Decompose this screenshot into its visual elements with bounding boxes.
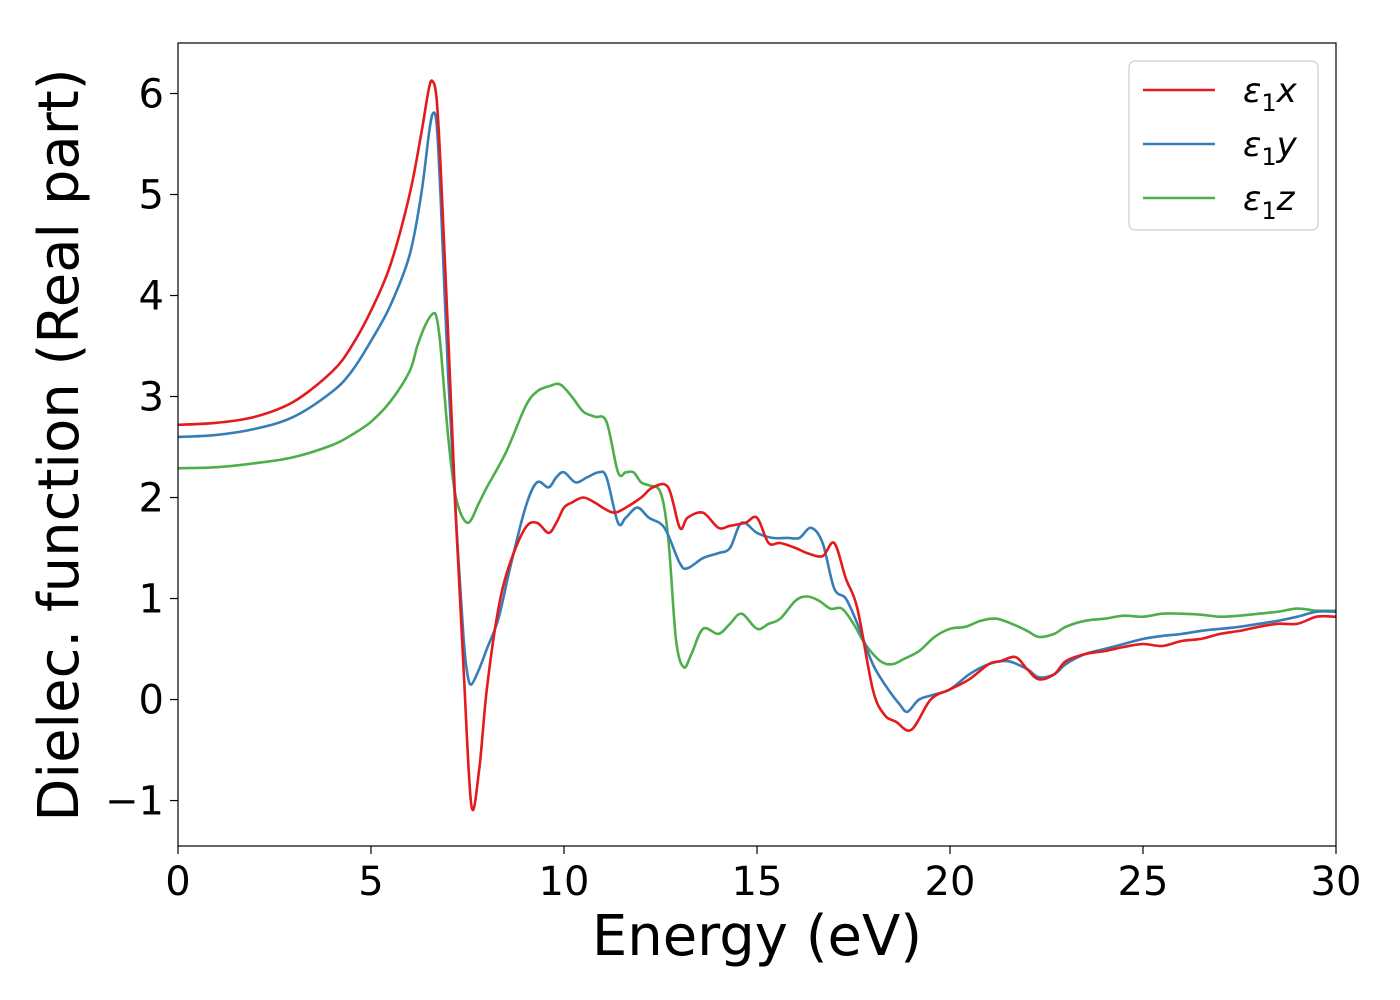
y-tick-label: −1 — [105, 779, 164, 825]
x-tick-label: 5 — [358, 859, 383, 905]
y-tick-label: 1 — [139, 577, 164, 623]
legend-box — [1128, 60, 1319, 231]
y-tick-label: 5 — [139, 173, 164, 219]
x-axis-title: Energy (eV) — [592, 904, 922, 969]
x-tick-label: 25 — [1118, 859, 1169, 905]
y-tick-label: 3 — [139, 375, 164, 421]
y-tick-label: 4 — [139, 274, 164, 320]
x-tick-label: 20 — [925, 859, 976, 905]
y-axis-title: Dielec. function (Real part) — [27, 68, 92, 821]
x-tick-label: 15 — [732, 859, 783, 905]
x-tick-label: 0 — [165, 859, 190, 905]
legend-label-y: ε1y — [1243, 125, 1298, 171]
x-axis: 0 5 10 15 20 25 30 — [165, 846, 1361, 905]
y-tick-label: 2 — [139, 476, 164, 522]
series-line-z — [178, 311, 1336, 669]
x-tick-label: 30 — [1311, 859, 1362, 905]
y-tick-label: 6 — [139, 72, 164, 118]
x-tick-label: 10 — [539, 859, 590, 905]
y-tick-label: 0 — [139, 678, 164, 724]
legend-label-z: ε1z — [1243, 179, 1296, 225]
y-axis: −1 0 1 2 3 4 5 6 — [105, 72, 178, 825]
series-line-x — [178, 79, 1336, 812]
legend: ε1x ε1y ε1z — [1128, 60, 1319, 231]
series-layer — [178, 79, 1336, 812]
legend-label-x: ε1x — [1243, 71, 1298, 117]
